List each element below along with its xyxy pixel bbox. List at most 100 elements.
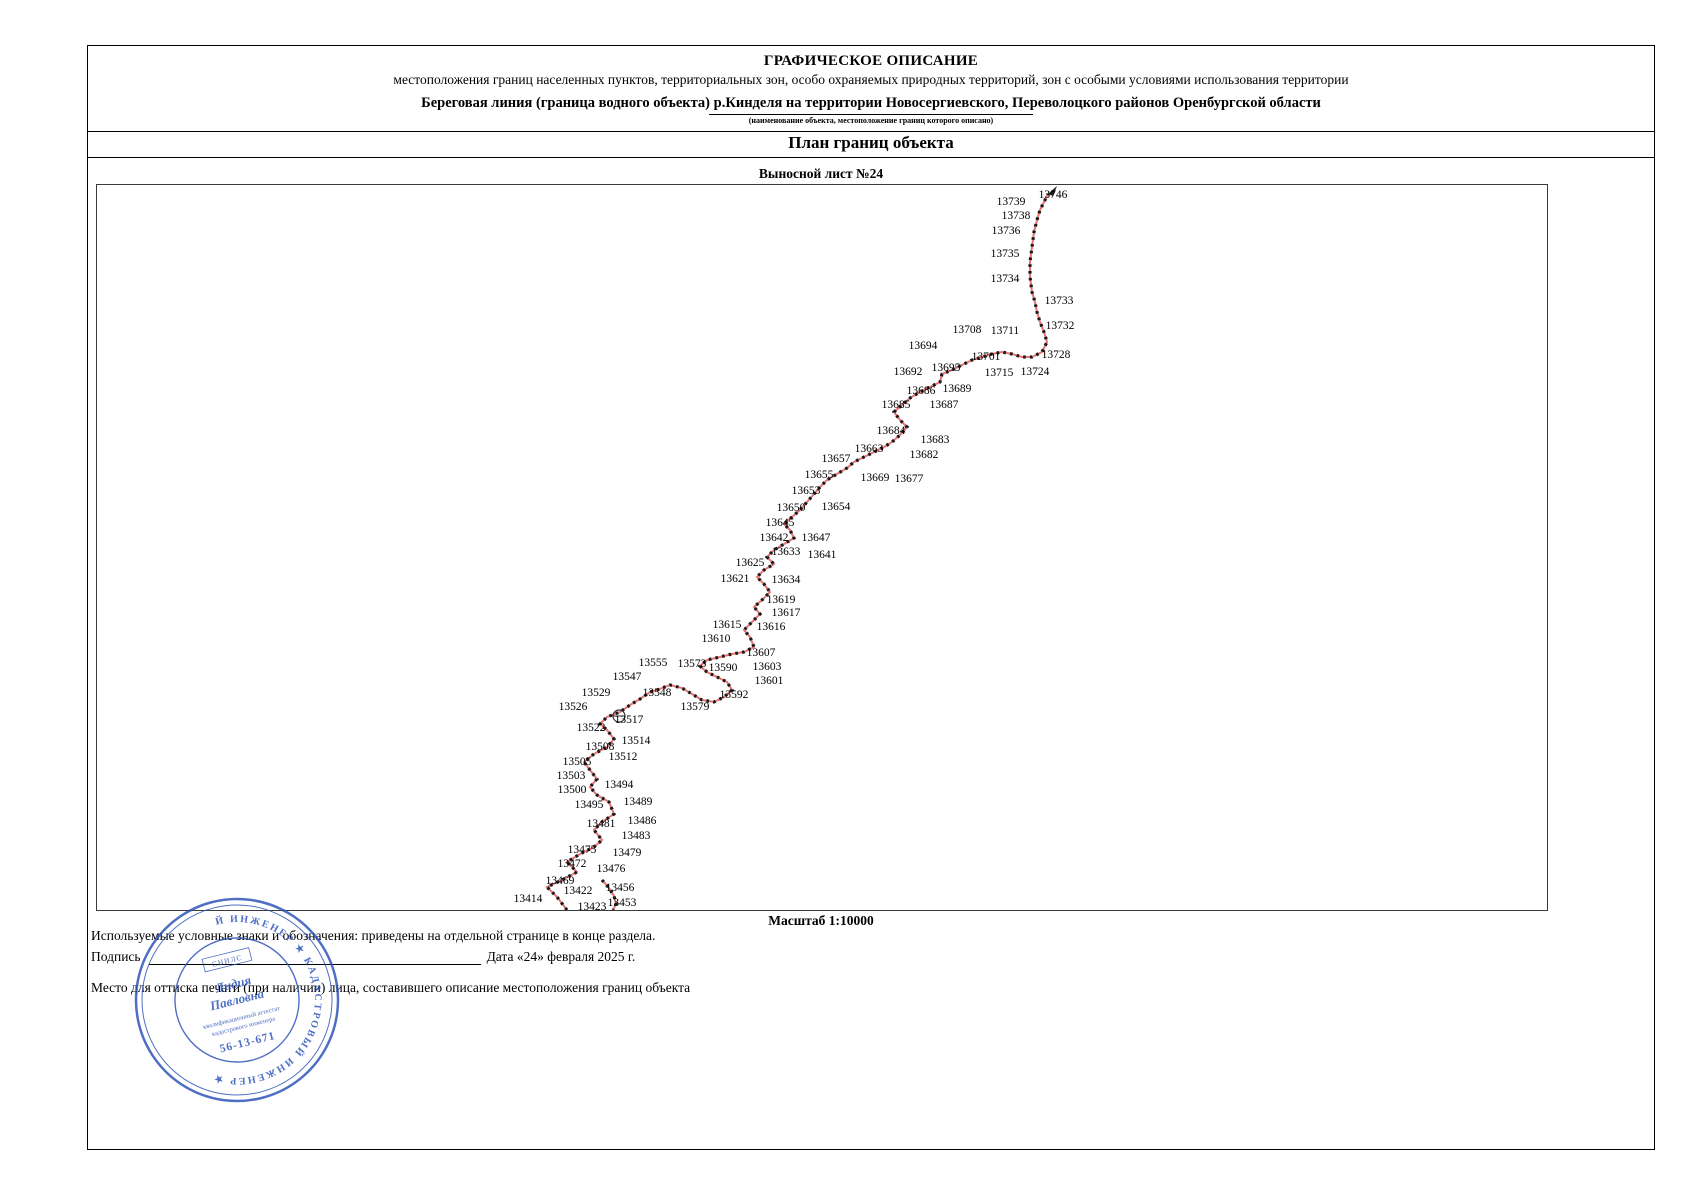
point-label: 13610	[701, 633, 731, 645]
point-label: 13735	[990, 248, 1020, 260]
point-label: 13475	[567, 844, 597, 856]
point-label: 13547	[612, 671, 642, 683]
point-label: 13647	[801, 532, 831, 544]
point-label: 13486	[627, 815, 657, 827]
point-label: 13695	[931, 362, 961, 374]
point-label: 13481	[586, 818, 616, 830]
document-frame: ГРАФИЧЕСКОЕ ОПИСАНИЕ местоположения гран…	[87, 45, 1655, 1150]
stamp-outer-ring	[134, 897, 340, 1103]
point-label: 13590	[708, 662, 738, 674]
point-label: 13476	[596, 863, 626, 875]
scale-label: Масштаб 1:10000	[768, 913, 874, 928]
point-label: 13738	[1001, 210, 1031, 222]
point-label: 13505	[562, 756, 592, 768]
stamp-second-ring	[141, 904, 333, 1096]
point-label: 13641	[807, 549, 837, 561]
point-label: 13686	[906, 385, 936, 397]
point-label: 13479	[612, 847, 642, 859]
point-label: 13607	[746, 647, 776, 659]
boundary-point-dots-0	[544, 193, 1050, 910]
point-label: 13508	[585, 741, 615, 753]
point-label: 13616	[756, 621, 786, 633]
point-label: 13514	[621, 735, 651, 747]
point-label: 13708	[952, 324, 982, 336]
point-label: 13633	[771, 546, 801, 558]
point-label: 13573	[677, 658, 707, 670]
point-label: 13423	[577, 901, 607, 911]
point-label: 13701	[971, 351, 1001, 363]
document-title: ГРАФИЧЕСКОЕ ОПИСАНИЕ	[763, 53, 979, 69]
boundary-line-drawing	[544, 186, 1057, 910]
point-label: 13694	[908, 340, 938, 352]
point-label: 13621	[720, 573, 750, 585]
point-label: 13692	[893, 366, 923, 378]
point-label: 13733	[1044, 295, 1074, 307]
point-label: 13548	[642, 687, 672, 699]
point-label: 13619	[766, 594, 796, 606]
seal-stamp: КАДАСТРОВЫЙ ИНЖЕНЕР ★ КАДАСТРОВЫЙ ИНЖЕНЕ…	[134, 895, 341, 1103]
stamp-snils-box	[201, 947, 253, 973]
point-label: 13529	[581, 687, 611, 699]
date-label: Дата «24» февраля 2025 г.	[486, 949, 636, 964]
point-label: 13655	[804, 469, 834, 481]
stamp-inner-ring	[174, 937, 300, 1063]
point-label: 13625	[735, 557, 765, 569]
point-label: 13645	[765, 517, 795, 529]
sheet-title: Выносной лист №24	[758, 166, 884, 181]
object-caption: (наименование объекта, местоположение гр…	[88, 114, 1654, 125]
point-label: 13469	[545, 875, 575, 887]
point-label: 13654	[821, 501, 851, 513]
boundary-map: 13746 13739 13738 13736 13735 13734 13733 13732…	[96, 184, 1548, 911]
point-label: 13579	[680, 701, 710, 713]
point-label: 13734	[990, 273, 1020, 285]
signature-row: Подпись Дата «24» февраля 2025 г.	[91, 949, 635, 965]
stamp-note: Место для оттиска печати (при наличии) л…	[91, 980, 691, 995]
document-subtitle: местоположения границ населенных пунктов…	[393, 72, 1349, 87]
point-label: 13503	[556, 770, 586, 782]
point-label: 13601	[754, 675, 784, 687]
point-label: 13739	[996, 196, 1026, 208]
point-label: 13650	[776, 502, 806, 514]
section-title: План границ объекта	[788, 133, 954, 152]
point-label: 13495	[574, 799, 604, 811]
point-label: 13657	[821, 453, 851, 465]
point-label: 13669	[860, 472, 890, 484]
signature-line	[148, 951, 481, 965]
point-label: 13555	[638, 657, 668, 669]
point-label: 13494	[604, 779, 634, 791]
point-label: 13422	[563, 885, 593, 897]
point-label: 13512	[608, 751, 638, 763]
point-label: 13634	[771, 574, 801, 586]
legend-note: Используемые условные знаки и обозначени…	[91, 928, 656, 943]
point-label: 13711	[990, 325, 1020, 337]
point-label: 13592	[719, 689, 749, 701]
point-label: 13683	[920, 434, 950, 446]
boundary-point-dots-1	[600, 878, 618, 910]
point-label: 13615	[712, 619, 742, 631]
point-label: 13736	[991, 225, 1021, 237]
point-label: 13685	[881, 399, 911, 411]
point-label: 13489	[623, 796, 653, 808]
direction-arrow-icon	[1048, 186, 1057, 196]
point-label: 13603	[752, 661, 782, 673]
point-label: 13687	[929, 399, 959, 411]
point-label: 13689	[942, 383, 972, 395]
point-label: 13732	[1045, 320, 1075, 332]
signature-label: Подпись	[91, 949, 141, 964]
point-label: 13517	[614, 714, 644, 726]
point-label: 13472	[557, 858, 587, 870]
point-label: 13728	[1041, 349, 1071, 361]
point-label: 13483	[621, 830, 651, 842]
point-label: 13456	[605, 882, 635, 894]
point-label: 13500	[557, 784, 587, 796]
point-label: 13453	[607, 897, 637, 909]
point-label: 13677	[894, 473, 924, 485]
divider	[88, 157, 1654, 158]
point-label: 13746	[1038, 189, 1068, 201]
point-label: 13617	[771, 607, 801, 619]
point-label: 13724	[1020, 366, 1050, 378]
point-label: 13715	[984, 367, 1014, 379]
object-name: Береговая линия (граница водного объекта…	[421, 95, 1321, 111]
point-label: 13653	[791, 485, 821, 497]
